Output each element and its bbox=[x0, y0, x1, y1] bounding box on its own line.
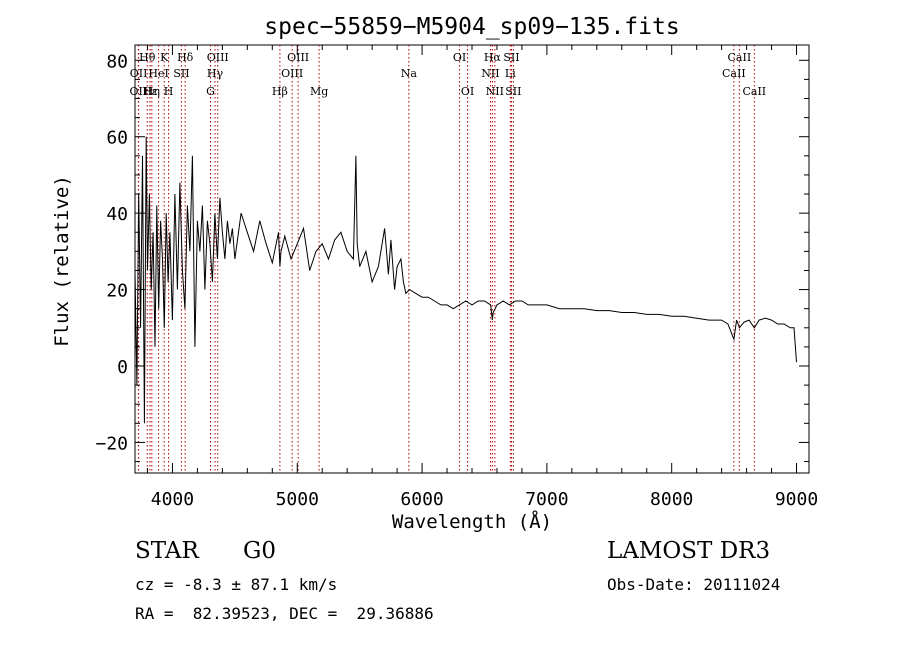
chart-title: spec−55859−M5904_sp09−135.fits bbox=[264, 14, 679, 40]
x-axis-label: Wavelength (Å) bbox=[392, 510, 552, 533]
x-tick-label-1: 5000 bbox=[276, 489, 319, 510]
x-tick-label-0: 4000 bbox=[151, 489, 194, 510]
line-label-14: OIII bbox=[281, 67, 303, 80]
line-label-21: Hα bbox=[484, 51, 502, 64]
x-tick-label-3: 7000 bbox=[525, 489, 568, 510]
line-label-9: Hδ bbox=[177, 51, 194, 64]
y-tick-label-0: −20 bbox=[95, 433, 128, 454]
x-tick-label-4: 8000 bbox=[650, 489, 693, 510]
line-label-22: NII bbox=[486, 85, 504, 98]
line-label-11: Hγ bbox=[207, 67, 224, 80]
line-label-1: OII bbox=[130, 67, 148, 80]
survey-name: LAMOST DR3 bbox=[607, 538, 771, 564]
y-tick-label-4: 60 bbox=[106, 128, 128, 149]
line-label-19: OI bbox=[461, 85, 474, 98]
x-tick-label-2: 6000 bbox=[400, 489, 443, 510]
line-label-7: H bbox=[164, 85, 174, 98]
line-label-20: NII bbox=[481, 67, 499, 80]
line-label-17: Na bbox=[401, 67, 418, 80]
y-tick-label-3: 40 bbox=[106, 204, 128, 225]
line-label-4: Hε bbox=[142, 85, 158, 98]
line-label-5: HeI bbox=[148, 67, 168, 80]
spectrum-series-line bbox=[134, 136, 797, 424]
line-label-12: OIII bbox=[207, 51, 229, 64]
sky-coordinates: RA = 82.39523, DEC = 29.36886 bbox=[135, 604, 434, 623]
line-label-3: Hη bbox=[144, 85, 160, 98]
line-label-10: G bbox=[206, 85, 215, 98]
spectral-line-markers bbox=[137, 45, 755, 473]
line-label-25: SII bbox=[505, 85, 521, 98]
y-tick-label-5: 80 bbox=[106, 51, 128, 72]
y-tick-label-2: 20 bbox=[106, 281, 128, 302]
y-axis-ticks: −20 0 20 40 60 80 bbox=[95, 51, 809, 463]
y-axis-label: Flux (relative) bbox=[51, 175, 73, 347]
observation-date: Obs-Date: 20111024 bbox=[607, 575, 781, 594]
x-tick-label-5: 9000 bbox=[775, 489, 818, 510]
redshift-velocity: cz = -8.3 ± 87.1 km/s bbox=[135, 575, 338, 594]
line-label-0: OII bbox=[130, 85, 148, 98]
line-label-16: Mg bbox=[310, 85, 328, 98]
line-label-28: CaII bbox=[742, 85, 766, 98]
line-label-26: CaII bbox=[722, 67, 746, 80]
x-axis-ticks: 4000 5000 6000 7000 8000 9000 bbox=[146, 45, 818, 510]
object-subclass: G0 bbox=[243, 538, 277, 564]
line-label-15: OIII bbox=[287, 51, 309, 64]
line-label-8: SII bbox=[173, 67, 189, 80]
object-class: STAR bbox=[135, 538, 199, 564]
line-label-24: SII bbox=[503, 51, 519, 64]
line-label-27: CaII bbox=[728, 51, 752, 64]
line-label-2: Hθ bbox=[139, 51, 156, 64]
plot-frame bbox=[134, 44, 810, 474]
line-label-13: Hβ bbox=[272, 85, 288, 98]
line-label-18: OI bbox=[453, 51, 466, 64]
y-tick-label-1: 0 bbox=[117, 357, 128, 378]
line-label-6: K bbox=[160, 51, 169, 64]
line-label-23: Li bbox=[505, 67, 516, 80]
